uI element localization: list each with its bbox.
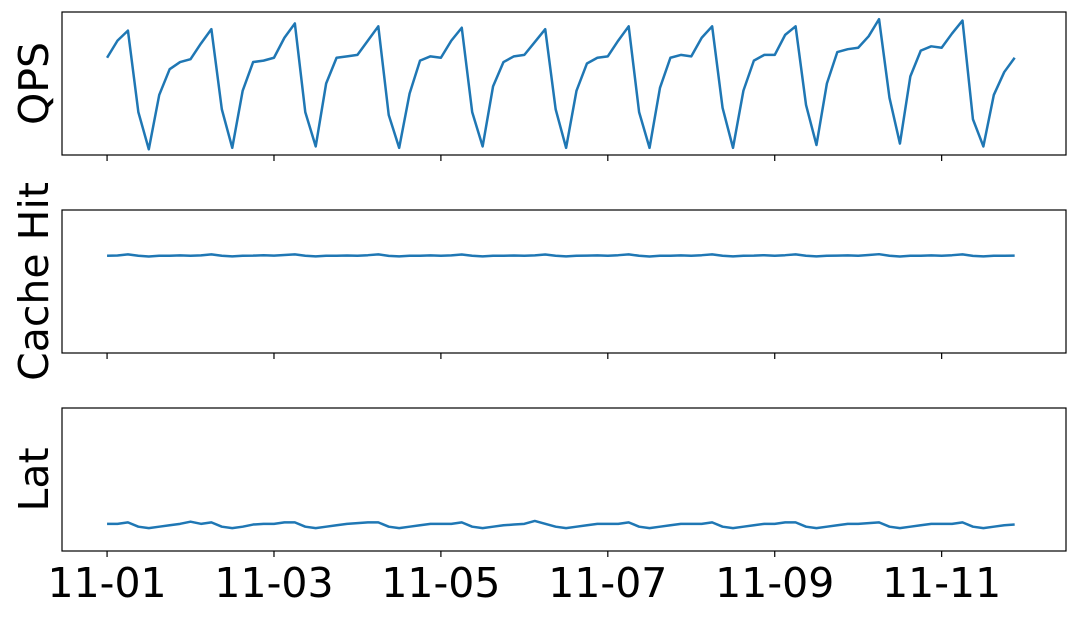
y-axis-label: Lat [10, 447, 58, 511]
y-axis-label: Cache Hit [10, 182, 58, 381]
axes-frame [61, 209, 1067, 354]
x-tick-label: 11-01 [47, 559, 166, 607]
data-line [107, 519, 1015, 530]
x-tick-label: 11-03 [214, 559, 333, 607]
y-axis-label: QPS [10, 42, 58, 125]
data-line [106, 17, 1016, 151]
x-tick-label: 11-11 [882, 559, 1001, 607]
axes-frame [61, 11, 1067, 156]
axes-frame [61, 407, 1067, 552]
x-tick-label: 11-09 [715, 559, 834, 607]
x-tick-label: 11-07 [548, 559, 667, 607]
x-tick-label: 11-05 [381, 559, 500, 607]
data-line [107, 252, 1015, 258]
